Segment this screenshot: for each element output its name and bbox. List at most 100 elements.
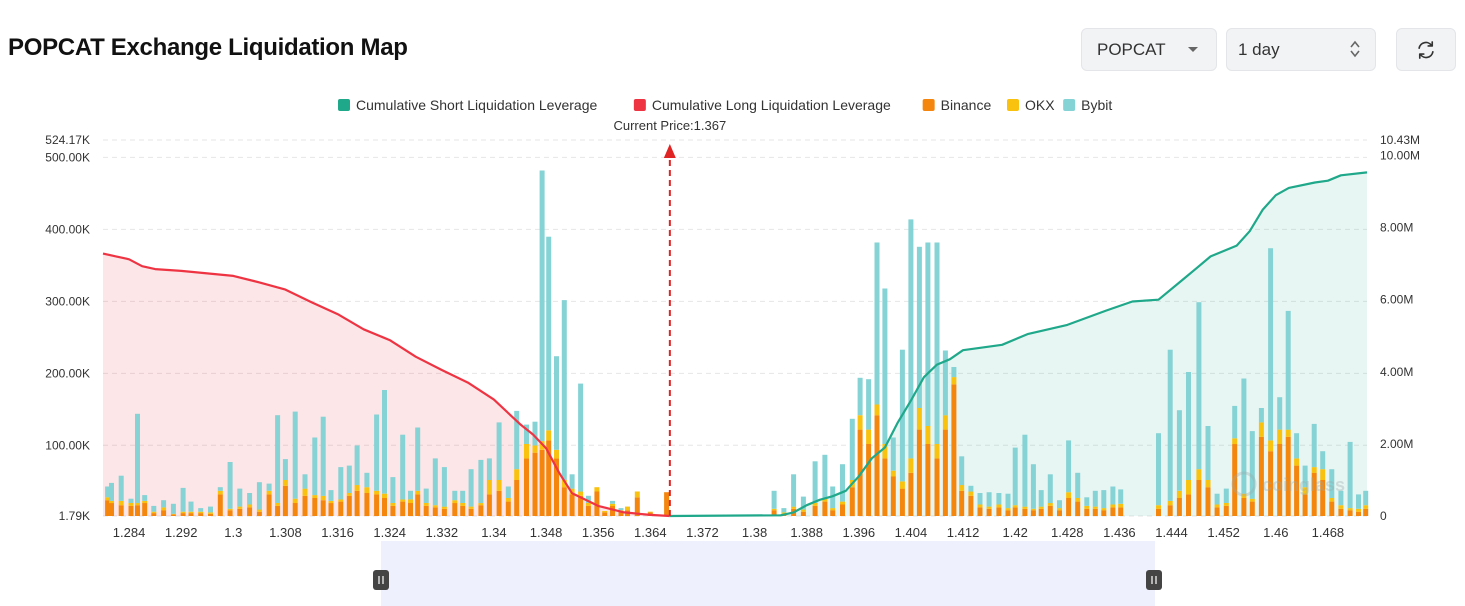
bar-binance xyxy=(354,490,360,516)
bar-binance xyxy=(408,503,413,516)
bar-bybit xyxy=(1167,349,1173,501)
bar-okx xyxy=(634,491,640,498)
bar-okx xyxy=(109,500,114,504)
bar-okx xyxy=(1030,508,1036,511)
bar-binance xyxy=(1196,480,1202,516)
bar-okx xyxy=(346,493,352,496)
slider-handle-left[interactable] xyxy=(373,570,389,590)
bar-binance xyxy=(1277,444,1283,516)
slider-window[interactable] xyxy=(381,541,1155,606)
bar-okx xyxy=(292,498,298,503)
bar-binance xyxy=(505,501,511,516)
x-tick-label: 1.3 xyxy=(224,525,242,540)
bar-bybit xyxy=(781,508,787,513)
bar-binance xyxy=(610,505,615,516)
bar-binance xyxy=(198,513,204,516)
bar-okx xyxy=(198,511,204,514)
bar-binance xyxy=(135,505,140,516)
bar-okx xyxy=(890,470,896,477)
bar-bybit xyxy=(468,469,474,507)
liquidation-chart: 524.17K 500.00K 400.00K 300.00K 200.00K 100.0… xyxy=(45,97,1420,606)
bar-binance xyxy=(247,507,253,516)
bar-okx xyxy=(1066,492,1072,498)
bar-binance xyxy=(959,490,965,516)
bar-okx xyxy=(840,501,845,505)
bar-okx xyxy=(338,499,344,502)
bar-binance xyxy=(578,495,584,516)
bar-binance xyxy=(532,452,538,516)
y-left-tick-label: 300.00K xyxy=(45,294,90,308)
bar-bybit xyxy=(1005,493,1011,509)
bar-okx xyxy=(1205,480,1211,488)
bar-bybit xyxy=(1294,433,1300,459)
x-tick-label: 1.452 xyxy=(1207,525,1240,540)
bar-binance xyxy=(1285,436,1291,516)
bar-bybit xyxy=(432,458,438,506)
bar-binance xyxy=(170,514,176,516)
bar-bybit xyxy=(302,474,308,489)
bar-bybit xyxy=(514,410,520,470)
bar-binance xyxy=(1101,510,1107,516)
bar-bybit xyxy=(217,487,223,491)
bar-okx xyxy=(468,506,474,509)
x-tick-label: 1.412 xyxy=(947,525,980,540)
bar-okx xyxy=(1285,429,1291,437)
bar-binance xyxy=(1186,494,1191,516)
bar-bybit xyxy=(382,390,387,494)
bar-okx xyxy=(208,512,213,514)
bar-bybit xyxy=(1356,494,1361,509)
bar-binance xyxy=(890,476,896,516)
x-tick-label: 1.388 xyxy=(790,525,823,540)
bar-binance xyxy=(771,510,777,516)
bar-okx xyxy=(374,490,380,495)
bar-okx xyxy=(400,499,406,502)
cumulative-lines xyxy=(102,171,1368,518)
bar-binance xyxy=(1338,508,1344,516)
bar-bybit xyxy=(959,456,965,486)
legend-label: Cumulative Short Liquidation Leverage xyxy=(356,97,597,113)
bar-binance xyxy=(1329,501,1335,516)
coin-select[interactable]: POPCAT xyxy=(1081,28,1217,71)
x-tick-label: 1.308 xyxy=(269,525,302,540)
bar-series xyxy=(105,170,1369,516)
bar-bybit xyxy=(118,475,124,501)
bar-binance xyxy=(1156,508,1161,516)
bar-okx xyxy=(1223,503,1229,506)
bar-okx xyxy=(791,506,797,509)
bar-okx xyxy=(524,444,529,459)
bar-okx xyxy=(180,511,186,514)
bar-binance xyxy=(908,472,914,516)
bar-binance xyxy=(1205,487,1211,516)
bar-binance xyxy=(364,493,370,516)
bar-binance xyxy=(151,513,157,516)
bar-bybit xyxy=(1030,464,1036,509)
bar-binance xyxy=(400,501,406,516)
bar-bybit xyxy=(585,495,591,503)
bar-okx xyxy=(610,503,615,506)
coin-select-value: POPCAT xyxy=(1097,39,1166,59)
bar-bybit xyxy=(170,503,176,514)
refresh-icon xyxy=(1418,40,1434,59)
bar-okx xyxy=(1084,505,1090,509)
bar-binance xyxy=(320,500,326,516)
bar-bybit xyxy=(441,467,447,507)
bar-binance xyxy=(478,505,484,516)
bar-okx xyxy=(602,511,608,513)
slider-handle-right[interactable] xyxy=(1146,570,1162,590)
bar-okx xyxy=(514,469,520,480)
refresh-button[interactable] xyxy=(1396,28,1456,71)
bar-bybit xyxy=(1012,447,1018,506)
bar-bybit xyxy=(882,288,888,444)
bar-bybit xyxy=(1205,426,1211,480)
bar-okx xyxy=(460,503,466,506)
bar-binance xyxy=(374,494,380,516)
bar-okx xyxy=(505,498,511,502)
bar-bybit xyxy=(237,488,243,507)
bar-binance xyxy=(812,505,818,516)
axis-labels: 524.17K 500.00K 400.00K 300.00K 200.00K 100.0… xyxy=(45,133,1420,540)
x-tick-label: 1.436 xyxy=(1103,525,1136,540)
time-range-select[interactable]: 1 day xyxy=(1226,28,1376,71)
bar-binance xyxy=(514,480,520,516)
bar-binance xyxy=(1022,508,1028,516)
bar-okx xyxy=(1022,506,1028,509)
